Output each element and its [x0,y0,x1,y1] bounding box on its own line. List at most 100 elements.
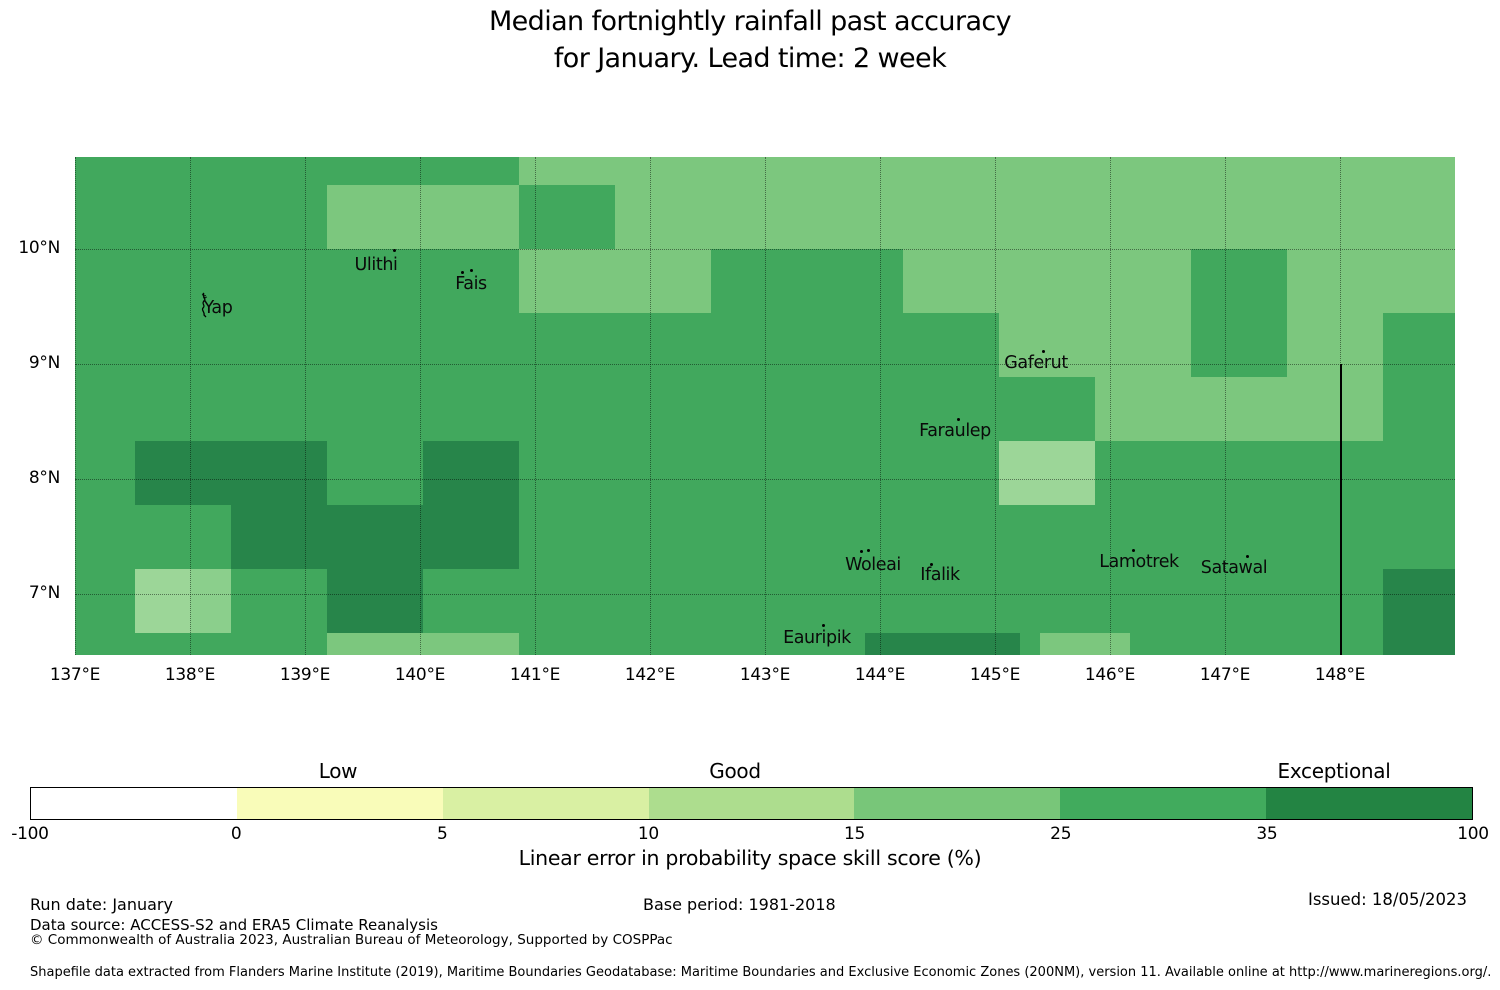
map-cell-L3 [190,569,231,633]
y-tick-label: 8°N [28,468,60,488]
island-dot [956,417,960,421]
island-label-gaferut: Gaferut [1004,353,1068,373]
parallel-gridline [75,594,1455,595]
x-tick-label: 145°E [969,665,1021,685]
data-source-text: Data source: ACCESS-S2 and ERA5 Climate … [30,916,438,934]
island-label-ulithi: Ulithi [354,255,398,275]
island-dot [469,268,473,272]
island-label-faraulep: Faraulep [919,421,991,441]
x-tick-label: 146°E [1084,665,1136,685]
map-cell-L1 [1095,377,1383,441]
map-cell-L2 [135,569,190,633]
yap-island-outline [201,292,208,318]
y-tick-label: 10°N [18,238,60,258]
colorbar-segment [648,788,855,819]
colorbar-segment [1060,788,1267,819]
meridian-gridline [535,157,536,655]
colorbar-tick-label: 25 [1050,824,1072,844]
colorbar-title: Linear error in probability space skill … [518,846,982,870]
y-tick-label: 7°N [28,583,60,603]
map-cell-L1 [519,157,1455,185]
map-cell-D [423,441,519,569]
island-label-ifalik: Ifalik [920,565,960,585]
chart-title-line1: Median fortnightly rainfall past accurac… [488,6,1012,37]
map-cell-L1 [1040,633,1130,655]
map-cell-L1 [903,249,1191,313]
colorbar-category-label: Low [318,759,358,783]
meridian-gridline [1225,157,1226,655]
island-dot [821,623,825,627]
meridian-gridline [995,157,996,655]
colorbar [30,787,1473,820]
meridian-gridline [190,157,191,655]
x-tick-label: 148°E [1314,665,1366,685]
island-dot [392,248,396,252]
map-cell-L1 [327,633,519,655]
colorbar-segment [854,788,1061,819]
base-period-text: Base period: 1981-2018 [643,895,836,914]
map-cell-D [135,441,327,505]
copyright-text: © Commonwealth of Australia 2023, Austra… [30,932,673,948]
map-cell-D [865,633,1020,655]
map-cell-D [1383,569,1455,655]
island-dot [1245,554,1249,558]
meridian-gridline [880,157,881,655]
map-cell-D [231,505,423,569]
colorbar-tick-label: 0 [230,824,242,844]
meridian-gridline [765,157,766,655]
map-cell-L1 [519,249,711,313]
island-label-fais: Fais [455,274,487,294]
island-dot [1131,548,1135,552]
x-tick-label: 140°E [394,665,446,685]
island-label-eauripik: Eauripik [783,628,851,648]
island-dot [1041,349,1045,353]
colorbar-tick-label: 35 [1256,824,1278,844]
meridian-gridline [650,157,651,655]
colorbar-segment [442,788,649,819]
meridian-gridline [420,157,421,655]
issued-date-text: Issued: 18/05/2023 [1307,890,1467,909]
x-tick-label: 142°E [624,665,676,685]
x-tick-label: 143°E [739,665,791,685]
parallel-gridline [75,364,1455,365]
colorbar-tick-label: -100 [11,824,49,844]
island-dot [460,270,464,274]
x-tick-label: 138°E [164,665,216,685]
map-cell-L1 [1287,249,1455,313]
colorbar-tick-label: 15 [844,824,866,844]
colorbar-segment [236,788,443,819]
colorbar-category-label: Good [709,759,761,783]
x-tick-label: 137°E [49,665,101,685]
run-date-text: Run date: January [30,895,173,914]
chart-title-line2: for January. Lead time: 2 week [553,43,947,74]
island-label-yap: Yap [203,298,233,318]
map-cell-L1 [999,313,1191,377]
eez-boundary-line [1340,364,1342,655]
island-dot [929,562,933,566]
x-tick-label: 144°E [854,665,906,685]
x-tick-label: 147°E [1199,665,1251,685]
colorbar-tick-label: 100 [1457,824,1489,844]
parallel-gridline [75,479,1455,480]
x-tick-label: 139°E [279,665,331,685]
island-dot [859,549,863,553]
colorbar-segment [1266,788,1473,819]
y-tick-label: 9°N [28,353,60,373]
colorbar-tick-label: 10 [637,824,659,844]
meridian-gridline [75,157,76,655]
colorbar-category-label: Exceptional [1277,759,1391,783]
map-cell-L1 [1287,313,1383,377]
island-label-woleai: Woleai [845,555,901,575]
island-label-satawal: Satawal [1200,558,1268,578]
island-dot [866,548,870,552]
shapefile-credit-text: Shapefile data extracted from Flanders M… [30,965,1492,980]
x-tick-label: 141°E [509,665,561,685]
map-plot [75,157,1455,655]
map-cell-D [327,569,423,633]
meridian-gridline [1110,157,1111,655]
colorbar-tick-label: 5 [437,824,448,844]
island-label-lamotrek: Lamotrek [1099,552,1179,572]
map-cell-L1 [327,185,519,249]
colorbar-segment [31,788,237,819]
